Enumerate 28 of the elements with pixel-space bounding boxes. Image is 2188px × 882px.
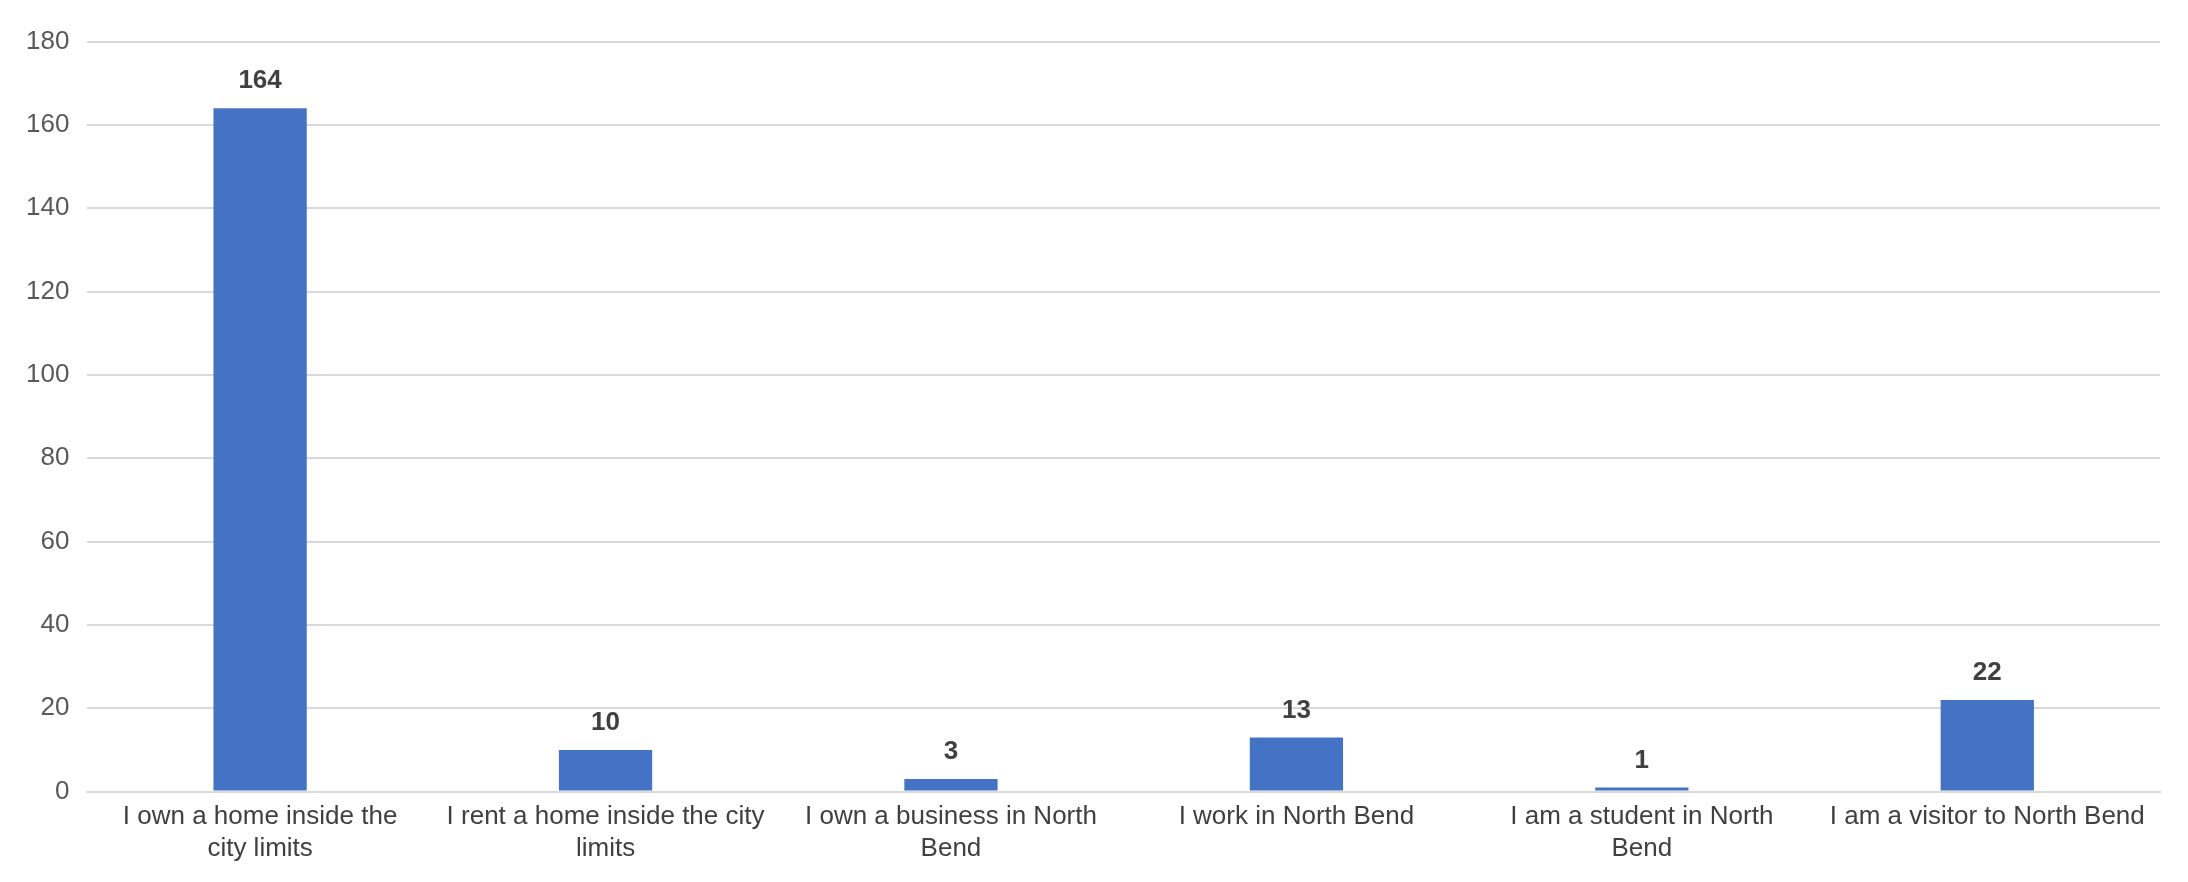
y-tick-label: 60 — [40, 524, 70, 555]
bar — [1595, 787, 1689, 791]
data-label: 22 — [1972, 656, 2002, 687]
y-tick-label: 40 — [40, 608, 70, 639]
y-tick-label: 80 — [40, 441, 70, 472]
y-tick-label: 20 — [40, 691, 70, 722]
y-tick-label: 140 — [25, 191, 70, 222]
data-label: 164 — [238, 64, 283, 95]
data-label: 3 — [943, 735, 959, 766]
x-tick-label: I rent a home inside the city limits — [446, 800, 765, 862]
x-tick-label: I work in North Bend — [1178, 800, 1415, 831]
bar — [904, 779, 998, 791]
data-label: 1 — [1634, 743, 1650, 774]
bar — [1940, 699, 2034, 791]
bar — [558, 749, 653, 791]
y-tick-label: 0 — [54, 774, 70, 805]
x-tick-label: I am a visitor to North Bend — [1829, 800, 2145, 831]
x-tick-label: I own a home inside the city limits — [122, 800, 398, 862]
y-tick-label: 160 — [25, 108, 70, 139]
y-tick-label: 180 — [25, 24, 70, 55]
data-label: 10 — [591, 706, 620, 737]
x-tick-label: I am a student in North Bend — [1510, 800, 1774, 862]
x-tick-label: I own a business in North Bend — [805, 800, 1097, 862]
data-label: 13 — [1281, 693, 1311, 724]
bar — [213, 108, 307, 791]
bar — [1249, 737, 1344, 791]
y-tick-label: 100 — [25, 358, 70, 389]
y-tick-label: 120 — [25, 274, 70, 305]
